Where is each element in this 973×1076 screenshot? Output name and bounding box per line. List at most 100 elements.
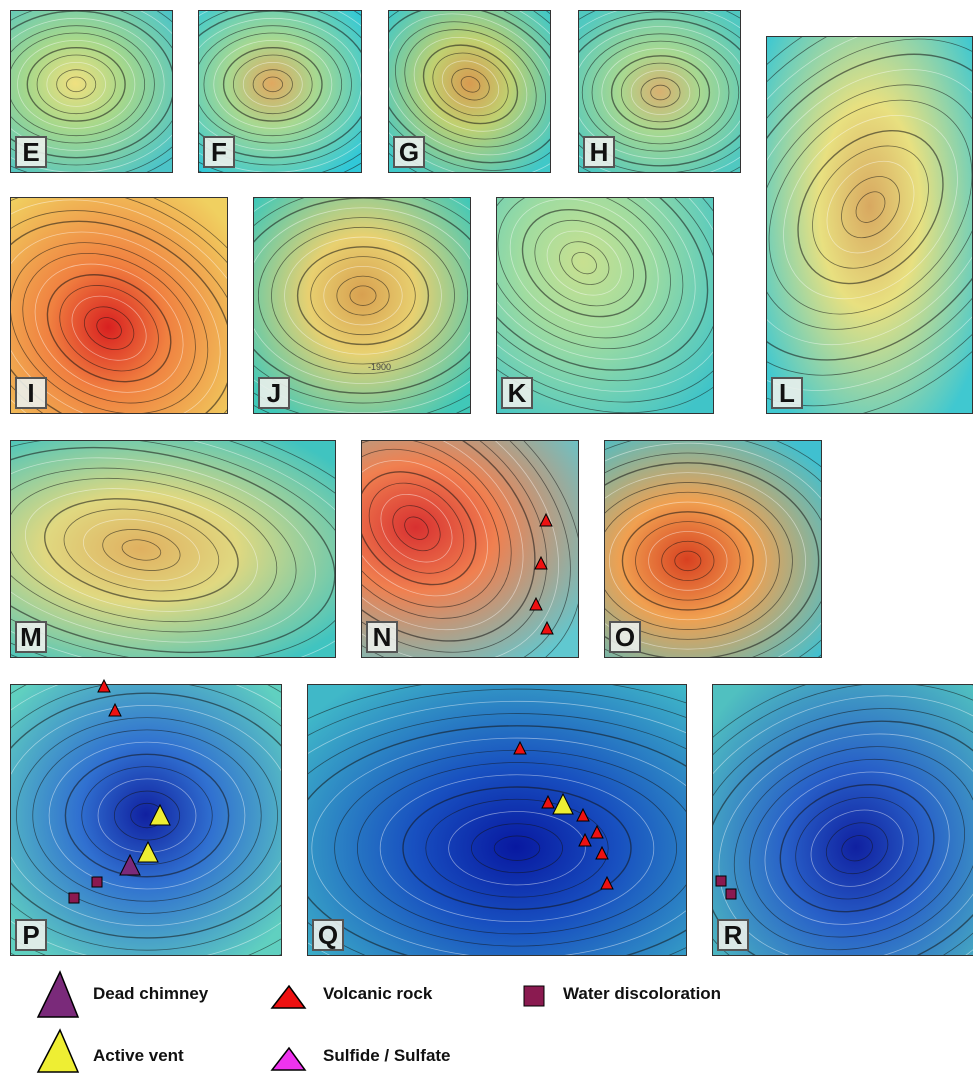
map-panel: H <box>578 10 741 173</box>
panel-label: J <box>258 377 290 409</box>
panel-label: E <box>15 136 47 168</box>
contour-line <box>631 70 690 114</box>
panel-label: O <box>609 621 641 653</box>
contour-line <box>82 767 213 865</box>
panel-label: F <box>203 136 235 168</box>
panel-label: R <box>717 919 749 951</box>
contour-line <box>662 541 714 580</box>
contour-line <box>18 40 135 128</box>
contour-line <box>66 77 86 92</box>
contour-line <box>77 298 142 358</box>
contour-line <box>494 836 540 860</box>
volcanic-rock-symbol <box>272 986 305 1008</box>
contour-line <box>641 78 680 107</box>
map-panel: N <box>361 440 579 658</box>
contour-line <box>11 441 336 658</box>
contour-line <box>602 48 719 136</box>
contour-line <box>308 701 687 956</box>
contour-line <box>568 248 600 278</box>
contour-line <box>622 512 753 610</box>
contour-line <box>636 522 741 600</box>
contour-line <box>819 814 895 882</box>
contour-line <box>204 33 342 136</box>
contour-annotation: -1900 <box>368 362 391 372</box>
contours <box>308 685 687 956</box>
contour-line <box>503 198 665 338</box>
legend-label: Dead chimney <box>93 984 208 1004</box>
contour-line <box>767 81 973 333</box>
contour-line <box>99 524 183 576</box>
map-panel: P <box>10 684 282 956</box>
contour-line <box>850 186 891 228</box>
map-panel: F <box>198 10 362 173</box>
contour-line <box>592 41 729 144</box>
contour-line <box>93 313 125 343</box>
contour-line <box>11 441 336 658</box>
contour-line <box>609 502 766 620</box>
contour-line <box>713 685 973 956</box>
contour-line <box>357 763 676 934</box>
contour-line <box>411 30 531 138</box>
legend-label: Active vent <box>93 1046 184 1066</box>
contour-line <box>426 799 608 897</box>
contour-line <box>767 39 973 375</box>
dead-chimney-symbol <box>38 972 78 1017</box>
contours <box>11 685 282 956</box>
contour-line <box>11 441 336 658</box>
contour-line <box>57 70 96 99</box>
contour-line <box>400 512 433 544</box>
contour-line <box>675 551 701 571</box>
contour-line <box>58 498 226 602</box>
contour-line <box>552 233 617 293</box>
water-discoloration-symbol <box>524 986 544 1006</box>
figure: EFGHLIJKMNOPQR Dead chimney Volcanic roc… <box>0 0 973 1076</box>
map-panel: I <box>10 197 228 414</box>
contour-line <box>271 227 454 364</box>
contour-line <box>800 798 914 899</box>
contour-line <box>762 764 952 933</box>
contours <box>11 441 336 658</box>
contour-line <box>789 123 953 291</box>
active-vent-symbol <box>38 1030 78 1072</box>
contour-line <box>435 52 507 117</box>
contour-line <box>27 48 125 121</box>
contour-line <box>11 26 154 143</box>
contour-line <box>37 485 247 616</box>
panel-label: Q <box>312 919 344 951</box>
contour-line <box>114 791 179 840</box>
contour-line <box>308 714 687 956</box>
contour-line <box>449 811 586 884</box>
contour-line <box>243 62 302 106</box>
panel-label: M <box>15 621 47 653</box>
panel-label: L <box>771 377 803 409</box>
contour-line <box>649 531 727 590</box>
contour-line <box>768 102 972 312</box>
contour-line <box>11 441 336 658</box>
contour-line <box>311 257 416 335</box>
contour-line <box>33 730 261 901</box>
legend-label: Sulfide / Sulfate <box>323 1046 451 1066</box>
contour-line <box>44 268 174 388</box>
contour-line <box>233 55 312 114</box>
legend-label: Water discoloration <box>563 984 721 1004</box>
contour-line <box>350 286 376 306</box>
contour-line <box>403 787 631 909</box>
contour-line <box>781 781 933 916</box>
contour-line <box>362 441 514 624</box>
contour-line <box>65 754 228 876</box>
contour-line <box>582 34 738 151</box>
contours <box>713 685 973 956</box>
contour-line <box>380 775 654 922</box>
contour-line <box>11 441 336 658</box>
contour-line <box>11 705 282 925</box>
contour-line <box>399 20 543 149</box>
contour-line <box>459 74 483 96</box>
contour-line <box>11 685 282 950</box>
contour-line <box>49 742 245 889</box>
contour-line <box>724 730 973 956</box>
contour-line <box>298 247 429 345</box>
contour-line <box>120 537 162 563</box>
panel-label: N <box>366 621 398 653</box>
contour-line <box>253 70 292 99</box>
contour-line <box>612 56 710 129</box>
